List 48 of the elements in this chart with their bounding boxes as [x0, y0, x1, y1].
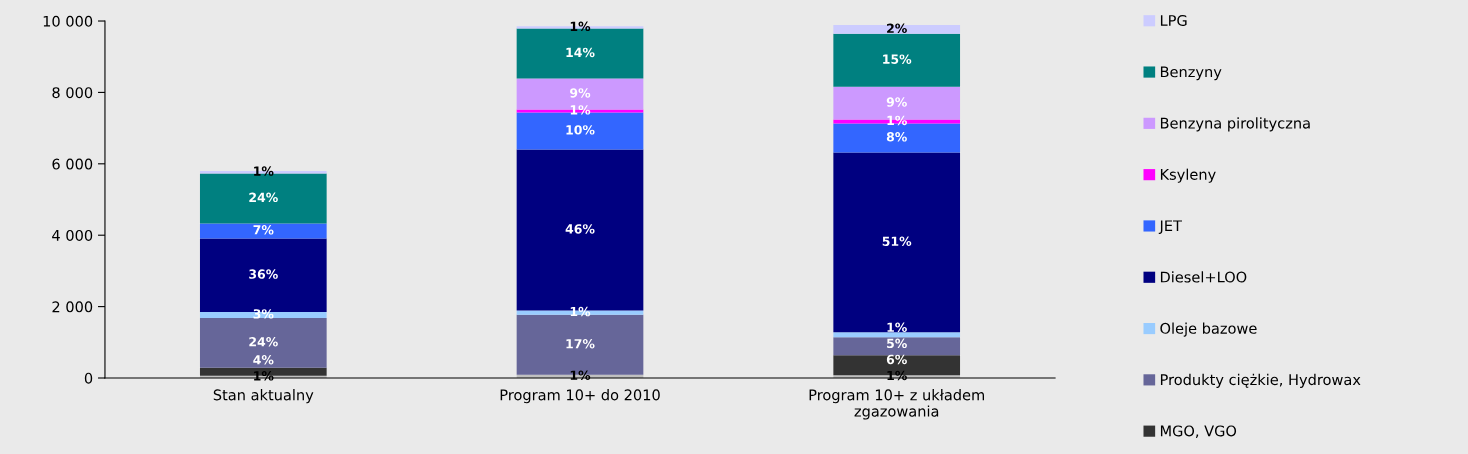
annotation: 1%	[887, 322, 907, 333]
annotation: 2%	[887, 23, 907, 34]
bar	[833, 152, 961, 333]
annotation: 9%	[570, 88, 591, 98]
bar	[833, 337, 961, 356]
legend-label: Oleje bazowe	[1160, 322, 1257, 337]
annotation: 6%	[886, 354, 907, 365]
x-tick-label: Program 10+ do 2010	[500, 389, 660, 404]
annotation: 3%	[253, 309, 274, 319]
annotation: 1%	[570, 21, 591, 32]
annotation: 9%	[886, 97, 907, 107]
legend-label: Benzyna pirolityczna	[1160, 117, 1310, 132]
annotation: 24%	[249, 192, 278, 203]
legend-label: Diesel+LOO	[1160, 271, 1247, 283]
annotation: 51%	[882, 236, 912, 246]
y-tick-label: 2 000	[52, 301, 93, 313]
bar	[833, 332, 961, 338]
bar	[199, 311, 327, 319]
annotation: 5%	[887, 338, 907, 349]
x-tick-label: Program 10+ z układem zgazowania	[809, 389, 984, 420]
annotation: 15%	[883, 54, 912, 64]
bar	[833, 24, 961, 34]
annotation: 8%	[886, 132, 907, 142]
legend-label: JET	[1158, 220, 1182, 234]
y-tick-label: 6 000	[52, 158, 93, 170]
annotation: 14%	[566, 47, 595, 58]
annotation: 1%	[254, 166, 274, 176]
legend-label: Produkty ciężkie, Hydrowax	[1160, 373, 1361, 388]
annotation: 7%	[253, 225, 274, 235]
bar	[833, 33, 961, 87]
y-tick-label: 10 000	[43, 15, 93, 27]
annotation: 46%	[565, 224, 595, 234]
annotation: 10%	[566, 125, 595, 135]
legend-label: Ksyleny	[1160, 168, 1216, 183]
y-tick-label: 4 000	[52, 229, 93, 241]
legend-label: Benzyny	[1160, 66, 1222, 81]
annotation: 24%	[249, 337, 278, 347]
annotation: 17%	[566, 338, 595, 349]
bar	[199, 318, 327, 368]
y-tick-label: 8 000	[52, 87, 93, 99]
annotation: 36%	[249, 269, 278, 279]
annotation: 4%	[253, 355, 274, 365]
annotation: 1%	[570, 370, 591, 381]
legend-label: MGO, VGO	[1160, 425, 1237, 438]
x-tick-label: Stan aktualny	[213, 389, 314, 404]
bar	[199, 223, 327, 239]
y-tick-label: 0	[84, 372, 93, 384]
legend-label: LPG	[1160, 14, 1187, 27]
